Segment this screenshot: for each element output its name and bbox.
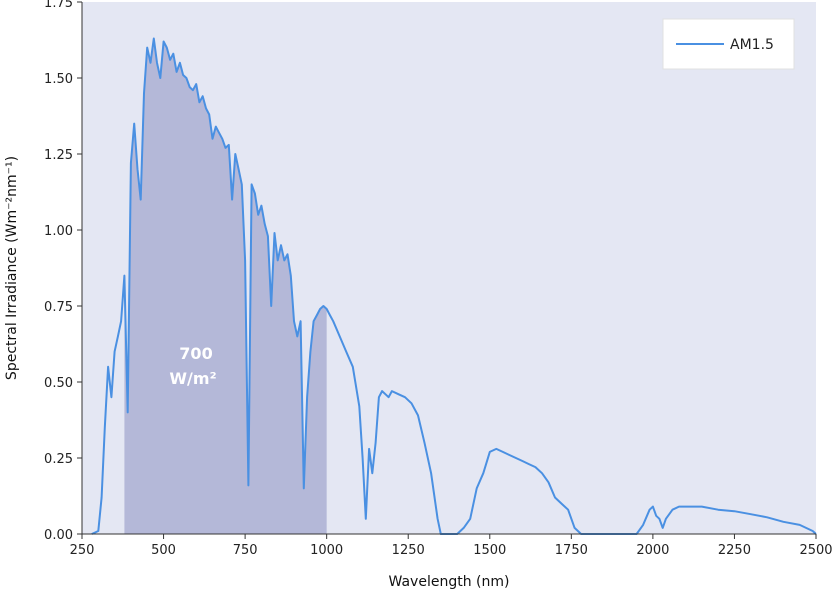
x-tick-label: 750 [233,543,258,558]
y-tick-label: 0.00 [44,528,73,543]
axes-layer [81,2,816,535]
x-tick-label: 250 [70,543,95,558]
y-tick-layer: 0.00 0.25 0.50 0.75 1.00 1.25 1.50 1.75 [44,0,82,543]
shaded-energy-unit: W/m² [169,369,216,388]
x-axis-title: Wavelength (nm) [389,574,510,590]
shaded-energy-value: 700 [179,344,212,363]
x-tick-label: 1000 [310,543,343,558]
x-tick-label: 1500 [473,543,506,558]
shaded-region-layer [124,38,327,534]
x-tick-label: 2250 [718,543,751,558]
x-tick-label: 1250 [392,543,425,558]
legend-label: AM1.5 [730,37,774,53]
y-axis-title: Spectral Irradiance (Wm⁻²nm⁻¹) [4,156,20,380]
y-tick-label: 1.25 [44,148,73,163]
x-tick-label: 2000 [636,543,669,558]
y-tick-label: 0.75 [44,300,73,315]
y-tick-label: 1.75 [44,0,73,11]
y-tick-label: 1.50 [44,72,73,87]
y-tick-label: 1.00 [44,224,73,239]
legend: AM1.5 [662,18,795,70]
y-tick-label: 0.25 [44,452,73,467]
y-tick-label: 0.50 [44,376,73,391]
x-tick-label: 2500 [799,543,832,558]
shaded-region [124,38,327,534]
x-tick-label: 1750 [555,543,588,558]
x-tick-layer: 250 500 750 1000 1250 1500 1750 2000 2250 2500 [70,534,833,558]
x-tick-label: 500 [151,543,176,558]
